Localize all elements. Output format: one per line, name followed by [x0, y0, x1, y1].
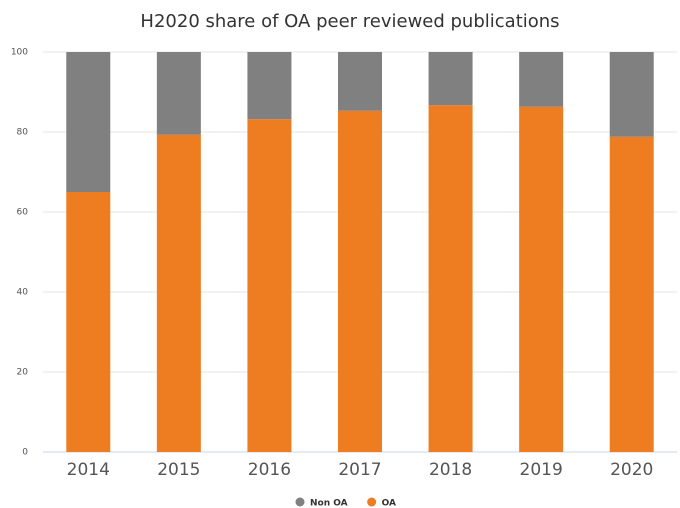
bar-segment — [609, 52, 654, 137]
x-tick-label: 2015 — [157, 460, 200, 480]
y-tick-label: 80 — [17, 128, 29, 138]
bar-segment — [428, 52, 473, 106]
bar-segment — [519, 106, 564, 453]
chart-title: H2020 share of OA peer reviewed publicat… — [140, 11, 559, 32]
x-tick-label: 2020 — [610, 460, 653, 480]
y-tick-label: 100 — [11, 48, 28, 58]
legend-marker — [367, 497, 377, 507]
bar-segment — [428, 105, 473, 452]
bar-segment — [156, 134, 201, 453]
x-tick-label: 2019 — [520, 460, 563, 480]
y-tick-label: 0 — [22, 448, 28, 458]
legend-label: Non OA — [310, 499, 348, 508]
x-tick-label: 2017 — [338, 460, 381, 480]
legend-marker — [295, 497, 305, 507]
bar-segment — [609, 136, 654, 453]
bar-segment — [338, 110, 382, 453]
bar-segment — [519, 52, 564, 107]
y-tick-label: 40 — [17, 288, 29, 298]
legend-label: OA — [382, 499, 396, 508]
bar-segment — [247, 52, 292, 120]
bar-segment — [66, 52, 111, 192]
y-tick-label: 60 — [17, 208, 29, 218]
x-tick-label: 2014 — [67, 460, 110, 480]
bar-segment — [338, 52, 382, 111]
bar-segment — [156, 52, 201, 135]
x-tick-label: 2018 — [429, 460, 472, 480]
y-tick-label: 20 — [17, 368, 29, 378]
bar-segment — [247, 119, 292, 452]
bar-segment — [66, 192, 111, 452]
x-tick-label: 2016 — [248, 460, 291, 480]
